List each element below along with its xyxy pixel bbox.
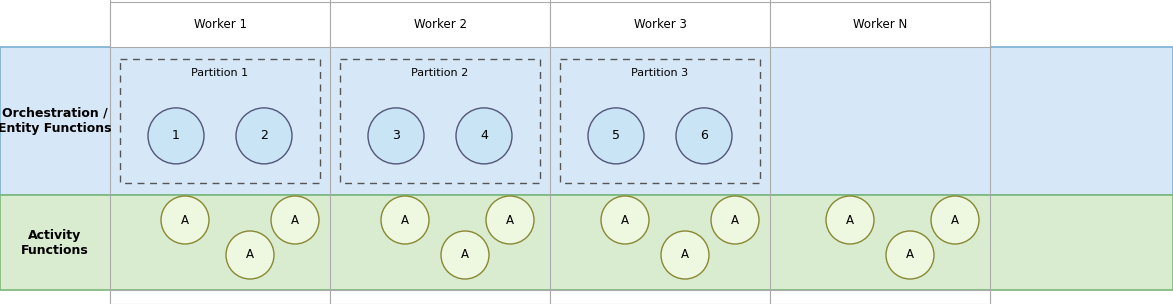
Ellipse shape [676, 108, 732, 164]
Text: A: A [246, 248, 255, 261]
Ellipse shape [711, 196, 759, 244]
Text: A: A [621, 213, 629, 226]
Text: A: A [906, 248, 914, 261]
Ellipse shape [486, 196, 534, 244]
Ellipse shape [588, 108, 644, 164]
Text: Orchestration /
Entity Functions: Orchestration / Entity Functions [0, 107, 111, 135]
Text: 2: 2 [260, 130, 267, 142]
Bar [560, 59, 760, 183]
Bar [330, 290, 550, 304]
Text: Worker N: Worker N [853, 18, 907, 31]
Text: 4: 4 [480, 130, 488, 142]
Bar [769, 290, 990, 304]
Bar [769, 2, 990, 47]
Bar [330, 2, 550, 47]
Ellipse shape [441, 231, 489, 279]
Bar [340, 59, 540, 183]
Text: Activity
Functions: Activity Functions [21, 229, 89, 257]
Bar [110, 290, 330, 304]
Text: A: A [846, 213, 854, 226]
Bar [550, 2, 769, 47]
Ellipse shape [161, 196, 209, 244]
Ellipse shape [886, 231, 934, 279]
Text: A: A [181, 213, 189, 226]
Text: Worker 3: Worker 3 [633, 18, 686, 31]
Text: A: A [951, 213, 960, 226]
Ellipse shape [826, 196, 874, 244]
Text: Worker 2: Worker 2 [414, 18, 467, 31]
Text: 5: 5 [612, 130, 621, 142]
Text: 6: 6 [700, 130, 708, 142]
Ellipse shape [931, 196, 979, 244]
Ellipse shape [662, 231, 708, 279]
Text: A: A [401, 213, 409, 226]
Text: 1: 1 [172, 130, 179, 142]
Text: Partition 1: Partition 1 [191, 68, 249, 78]
Text: A: A [731, 213, 739, 226]
Ellipse shape [226, 231, 274, 279]
Text: 3: 3 [392, 130, 400, 142]
Ellipse shape [381, 196, 429, 244]
Bar [550, 290, 769, 304]
Ellipse shape [271, 196, 319, 244]
Text: A: A [682, 248, 689, 261]
Bar [0, 195, 1173, 290]
Ellipse shape [148, 108, 204, 164]
Bar [0, 47, 1173, 195]
Text: Partition 3: Partition 3 [631, 68, 689, 78]
Text: Worker 1: Worker 1 [194, 18, 246, 31]
Text: A: A [461, 248, 469, 261]
Bar [110, 2, 330, 47]
Ellipse shape [601, 196, 649, 244]
Text: Partition 2: Partition 2 [412, 68, 469, 78]
Ellipse shape [456, 108, 511, 164]
Text: A: A [291, 213, 299, 226]
Bar [120, 59, 320, 183]
Ellipse shape [236, 108, 292, 164]
Ellipse shape [368, 108, 423, 164]
Text: A: A [506, 213, 514, 226]
